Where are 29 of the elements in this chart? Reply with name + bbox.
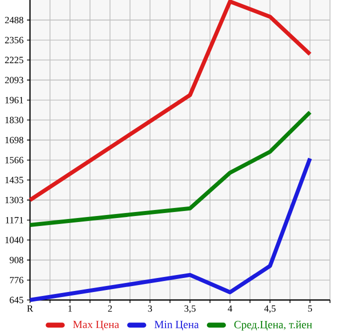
y-tick-label: 2225 xyxy=(5,56,24,64)
x-tick-label: 3,5 xyxy=(184,305,196,314)
y-tick-label: 1830 xyxy=(5,116,24,124)
y-tick-label: 1171 xyxy=(6,216,24,224)
y-tick-label: 1698 xyxy=(5,136,24,144)
y-tick-label: 2488 xyxy=(5,16,24,24)
y-tick-label: 1303 xyxy=(5,196,24,204)
x-tick-label: 4 xyxy=(228,305,232,312)
x-tick-label: 5 xyxy=(308,305,312,312)
y-tick-label: 645 xyxy=(10,296,24,304)
y-tick-label: 1566 xyxy=(5,156,24,164)
y-tick-label: 776 xyxy=(10,276,24,284)
x-tick-label: R xyxy=(27,305,34,312)
line-series xyxy=(28,156,312,302)
legend-label: Сред.Цена, т.йен xyxy=(234,320,312,331)
y-tick-label: 908 xyxy=(10,256,24,264)
legend-label: Min Цена xyxy=(154,320,199,330)
y-tick-label: 1961 xyxy=(5,96,24,104)
y-tick-label: 2356 xyxy=(5,36,24,44)
y-tick-label: 2093 xyxy=(5,76,24,84)
y-tick-label: 1435 xyxy=(5,176,24,184)
line-series xyxy=(28,0,312,202)
x-tick-label: 3 xyxy=(148,305,152,312)
x-tick-label: 1 xyxy=(68,305,72,312)
y-tick-label: 1040 xyxy=(5,236,24,244)
line-series xyxy=(28,110,312,227)
x-tick-label: 4,5 xyxy=(264,305,276,314)
x-tick-label: 2 xyxy=(108,305,112,312)
legend-label: Max Цена xyxy=(73,320,120,330)
